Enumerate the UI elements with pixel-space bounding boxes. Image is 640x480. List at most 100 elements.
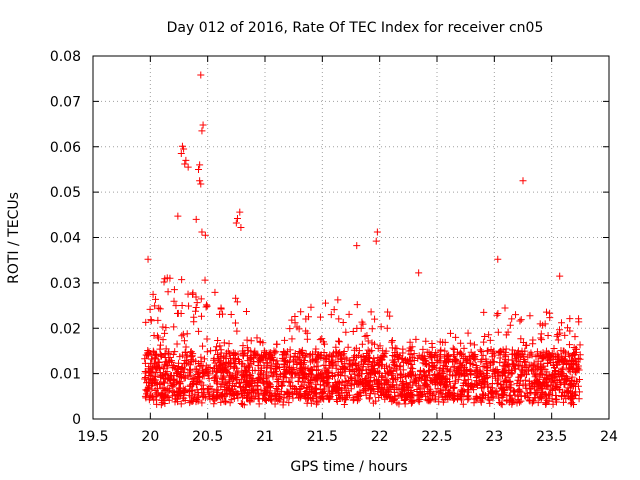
data-point xyxy=(324,369,332,377)
data-point xyxy=(411,372,419,380)
data-point xyxy=(149,347,157,355)
data-point xyxy=(401,400,409,408)
data-point xyxy=(242,367,250,375)
data-point xyxy=(544,332,552,340)
data-point xyxy=(511,355,519,363)
data-point xyxy=(332,362,340,370)
data-point xyxy=(563,388,571,396)
data-point xyxy=(453,395,461,403)
data-point xyxy=(389,356,397,364)
data-point xyxy=(365,382,373,390)
data-point xyxy=(164,349,172,357)
data-point xyxy=(466,339,474,347)
data-point xyxy=(432,379,440,387)
data-point xyxy=(156,369,164,377)
data-point xyxy=(472,367,480,375)
data-point xyxy=(203,348,211,356)
data-point xyxy=(363,350,371,358)
data-point xyxy=(457,359,465,367)
data-point xyxy=(237,383,245,391)
data-point xyxy=(162,324,170,332)
data-point xyxy=(211,359,219,367)
data-point xyxy=(526,312,534,320)
data-point xyxy=(349,328,357,336)
data-point xyxy=(182,343,190,351)
data-point xyxy=(308,357,316,365)
data-point xyxy=(444,365,452,373)
data-point xyxy=(458,351,466,359)
data-point xyxy=(293,385,301,393)
data-point xyxy=(476,346,484,354)
data-point xyxy=(526,380,534,388)
data-point xyxy=(244,379,252,387)
data-point xyxy=(262,388,270,396)
data-point xyxy=(489,392,497,400)
data-point xyxy=(303,399,311,407)
data-point xyxy=(193,386,201,394)
data-point xyxy=(314,355,322,363)
data-point xyxy=(364,346,372,354)
data-point xyxy=(201,276,209,284)
data-point xyxy=(178,276,186,284)
data-point-peak xyxy=(415,269,423,277)
data-point xyxy=(375,385,383,393)
data-point xyxy=(344,381,352,389)
data-point xyxy=(407,387,415,395)
data-point xyxy=(197,295,205,303)
data-point xyxy=(295,354,303,362)
data-point xyxy=(304,364,312,372)
y-tick-label: 0.07 xyxy=(50,94,81,110)
data-point xyxy=(419,345,427,353)
data-point xyxy=(383,377,391,385)
data-point xyxy=(484,383,492,391)
data-point xyxy=(298,364,306,372)
data-point xyxy=(446,329,454,337)
data-point xyxy=(371,315,379,323)
data-point xyxy=(225,340,233,348)
data-point xyxy=(163,362,171,370)
data-point xyxy=(185,302,193,310)
data-point xyxy=(213,380,221,388)
data-point xyxy=(227,373,235,381)
data-point xyxy=(161,399,169,407)
data-point xyxy=(464,356,472,364)
data-point xyxy=(203,335,211,343)
data-point xyxy=(162,345,170,353)
data-point xyxy=(239,342,247,350)
data-point xyxy=(479,375,487,383)
data-point xyxy=(358,340,366,348)
data-point xyxy=(307,303,315,311)
data-point xyxy=(278,381,286,389)
data-point xyxy=(516,317,524,325)
data-point-peak xyxy=(199,121,207,129)
data-point xyxy=(449,384,457,392)
data-point xyxy=(352,344,360,352)
data-point xyxy=(517,316,525,324)
data-point xyxy=(500,351,508,359)
data-point xyxy=(301,353,309,361)
data-point xyxy=(378,372,386,380)
data-point xyxy=(257,386,265,394)
data-point xyxy=(553,373,561,381)
data-point xyxy=(494,379,502,387)
data-point xyxy=(513,399,521,407)
data-point xyxy=(353,364,361,372)
data-point xyxy=(565,360,573,368)
data-point xyxy=(517,335,525,343)
data-point xyxy=(263,389,271,397)
data-point xyxy=(164,288,172,296)
data-point xyxy=(385,363,393,371)
data-point xyxy=(144,388,152,396)
data-point xyxy=(286,382,294,390)
data-point xyxy=(294,378,302,386)
data-point xyxy=(198,389,206,397)
data-point xyxy=(572,367,580,375)
data-point xyxy=(299,369,307,377)
data-point xyxy=(298,374,306,382)
data-point xyxy=(445,351,453,359)
data-point xyxy=(208,385,216,393)
data-point xyxy=(442,358,450,366)
data-point xyxy=(472,374,480,382)
data-point xyxy=(283,388,291,396)
data-point xyxy=(480,371,488,379)
